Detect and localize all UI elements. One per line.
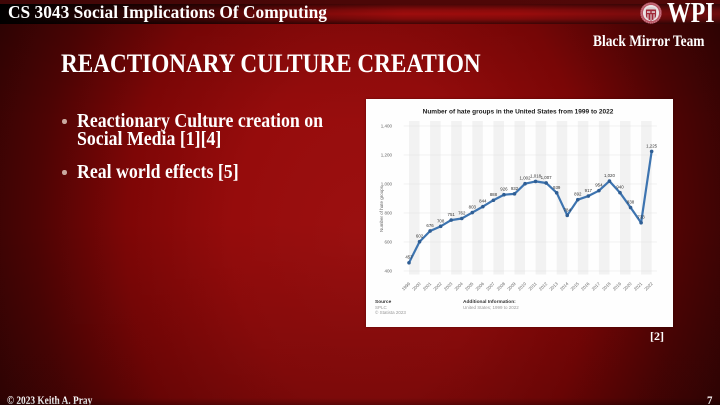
svg-text:1,225: 1,225 — [646, 143, 658, 148]
svg-text:2001: 2001 — [422, 281, 433, 292]
svg-text:2003: 2003 — [443, 281, 454, 292]
svg-text:Source: Source — [375, 299, 392, 305]
svg-text:2022: 2022 — [643, 281, 654, 292]
svg-text:1,007: 1,007 — [541, 175, 553, 180]
svg-text:2009: 2009 — [506, 281, 517, 292]
svg-text:2010: 2010 — [517, 281, 528, 292]
svg-text:2017: 2017 — [591, 281, 602, 292]
svg-text:2014: 2014 — [559, 281, 570, 292]
svg-text:© Statista 2023: © Statista 2023 — [375, 309, 406, 315]
svg-text:2021: 2021 — [633, 281, 644, 292]
svg-text:2019: 2019 — [612, 281, 623, 292]
svg-text:762: 762 — [458, 211, 466, 216]
svg-text:940: 940 — [616, 185, 624, 190]
svg-text:2011: 2011 — [528, 281, 539, 292]
svg-text:2006: 2006 — [475, 281, 486, 292]
svg-text:2020: 2020 — [622, 281, 633, 292]
svg-text:1999: 1999 — [401, 281, 412, 292]
svg-text:2018: 2018 — [601, 281, 612, 292]
svg-text:1,200: 1,200 — [381, 153, 393, 158]
svg-text:751: 751 — [448, 212, 456, 217]
svg-text:SPLC: SPLC — [375, 305, 388, 310]
svg-text:803: 803 — [469, 205, 477, 210]
svg-text:888: 888 — [490, 192, 498, 197]
svg-text:1,000: 1,000 — [381, 182, 393, 187]
svg-text:939: 939 — [553, 185, 561, 190]
svg-text:United States; 1999 to 2022: United States; 1999 to 2022 — [463, 305, 519, 310]
svg-text:2000: 2000 — [411, 281, 422, 292]
svg-text:800: 800 — [384, 211, 392, 216]
svg-text:1,020: 1,020 — [604, 173, 616, 178]
svg-text:838: 838 — [627, 199, 635, 204]
svg-text:733: 733 — [637, 215, 645, 220]
svg-text:676: 676 — [426, 223, 434, 228]
svg-text:784: 784 — [564, 207, 572, 212]
svg-text:844: 844 — [479, 199, 487, 204]
svg-text:2015: 2015 — [570, 281, 581, 292]
svg-text:708: 708 — [437, 218, 445, 223]
svg-text:892: 892 — [574, 192, 582, 197]
svg-text:602: 602 — [416, 234, 424, 239]
svg-text:400: 400 — [384, 269, 392, 274]
svg-text:2002: 2002 — [432, 281, 443, 292]
svg-text:Number of hate groups in the U: Number of hate groups in the United Stat… — [423, 108, 614, 115]
svg-text:2016: 2016 — [580, 281, 591, 292]
svg-text:457: 457 — [405, 255, 413, 260]
svg-text:2004: 2004 — [454, 281, 465, 292]
svg-text:1,002: 1,002 — [520, 176, 532, 181]
svg-text:Additional Information:: Additional Information: — [463, 299, 516, 305]
svg-text:Number of hate groups: Number of hate groups — [379, 185, 384, 232]
svg-text:600: 600 — [384, 240, 392, 245]
svg-text:1,018: 1,018 — [530, 173, 542, 178]
svg-text:2005: 2005 — [464, 281, 475, 292]
svg-text:1,400: 1,400 — [381, 124, 393, 129]
svg-text:2008: 2008 — [496, 281, 507, 292]
svg-text:2012: 2012 — [538, 281, 549, 292]
svg-text:954: 954 — [595, 183, 603, 188]
svg-text:2007: 2007 — [485, 281, 496, 292]
svg-text:2013: 2013 — [548, 281, 559, 292]
svg-text:932: 932 — [511, 186, 519, 191]
svg-text:926: 926 — [500, 187, 508, 192]
svg-text:917: 917 — [585, 188, 593, 193]
